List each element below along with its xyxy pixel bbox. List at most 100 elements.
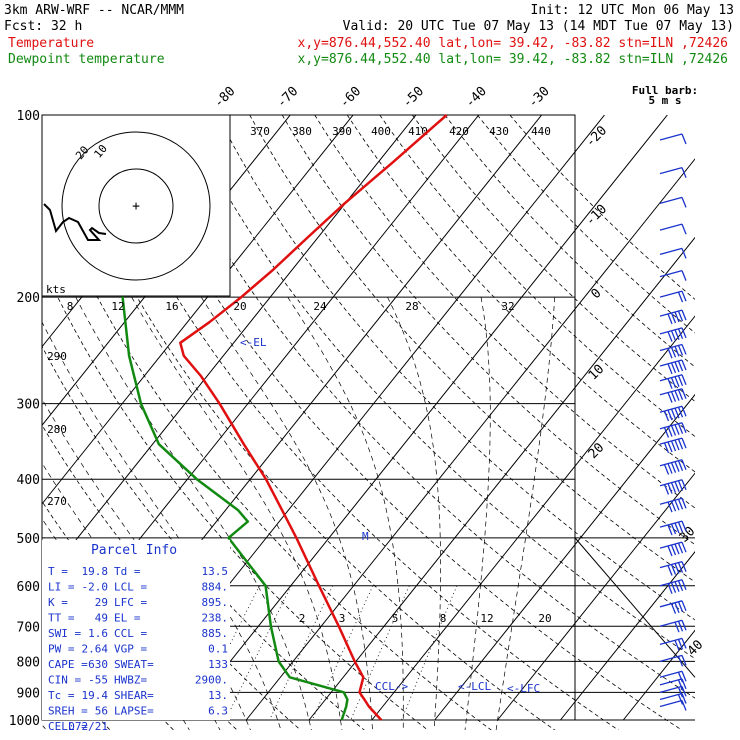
legend-temperature-location: x,y=876.44,552.40 lat,lon= 39.42, -83.82… (298, 36, 728, 51)
dry-adiabat-line (54, 115, 556, 730)
wind-barb (659, 290, 687, 303)
parcel-info-value: 072/21 (68, 720, 108, 733)
mixing-ratio-label: 20 (538, 612, 551, 625)
theta-label: 400 (371, 125, 391, 138)
wind-barb (659, 405, 687, 422)
mixing-ratio-line (225, 585, 292, 721)
wind-barb (659, 692, 687, 705)
isotherm-line (371, 315, 695, 721)
temperature-tick-label: -60 (337, 84, 364, 111)
parcel-info-key: LI = (48, 580, 75, 593)
isotherm-line (434, 393, 695, 721)
mixing-ratio-label: 5 (392, 612, 399, 625)
wind-barb (659, 196, 687, 208)
theta-label: 440 (531, 125, 551, 138)
theta-label: 390 (332, 125, 352, 138)
pressure-tick-label: 1000 (9, 714, 40, 729)
moist-adiabat-line (42, 321, 282, 730)
isotherm-line (42, 115, 417, 584)
parcel-info-value: -2.0 (82, 580, 109, 593)
isotherm-line (560, 551, 695, 721)
theta-label: 290 (47, 350, 67, 363)
temperature-tick-label: -80 (211, 84, 238, 111)
hodograph-units-label: kts (46, 283, 66, 296)
hodograph-scale-label: 32 (501, 300, 514, 313)
dry-adiabat-line (42, 345, 365, 730)
theta-label: 370 (250, 125, 270, 138)
temperature-tick-label: 0 (588, 286, 604, 302)
parcel-info-key: SHEAR= (114, 689, 154, 702)
moist-adiabat-line (131, 296, 343, 730)
pressure-tick-label: 300 (17, 398, 40, 413)
dry-adiabat-line (151, 115, 695, 699)
pressure-tick-label: 700 (17, 620, 40, 635)
parcel-info-value: 238. (202, 611, 229, 624)
isotherm-line (245, 158, 695, 721)
wind-barb (659, 678, 687, 691)
isotherm-line (308, 236, 695, 721)
parcel-level-marker: M (362, 530, 369, 543)
temperature-tick-label: 20 (586, 440, 608, 462)
parcel-info-value: 6.3 (208, 704, 228, 717)
wind-barb (659, 343, 687, 359)
wind-barb (659, 309, 687, 325)
temperature-profile-line (179, 114, 448, 721)
theta-label: 380 (292, 125, 312, 138)
dry-adiabat-line (42, 724, 47, 730)
parcel-level-marker: CCL-> (375, 680, 408, 693)
theta-label: 430 (489, 125, 509, 138)
parcel-info-key: LCL = (114, 580, 147, 593)
parcel-level-marker: <-LCL (458, 680, 491, 693)
parcel-info-value: 1.6 (88, 627, 108, 640)
isotherm-line (182, 115, 668, 721)
parcel-info-key: EL = (114, 611, 141, 624)
temperature-tick-label: -50 (400, 84, 427, 111)
parcel-info-key: TT = (48, 611, 75, 624)
moist-adiabat-line (200, 296, 373, 730)
wind-barb (659, 654, 687, 667)
dry-adiabat-line (184, 115, 695, 660)
dewpoint-profile-line (121, 114, 349, 721)
wind-barb (659, 327, 687, 342)
parcel-info-value: -55 (88, 673, 108, 686)
temperature-tick-label: -10 (583, 202, 610, 229)
wind-barb (659, 600, 687, 614)
barb-legend-units: 5 m s (648, 94, 681, 107)
temperature-tick-label: -30 (526, 84, 553, 111)
parcel-info-key: SREH = (48, 704, 88, 717)
hodograph-scale-label: 16 (165, 300, 178, 313)
parcel-info-key: CIN = (48, 673, 81, 686)
wind-barb (659, 223, 687, 235)
wind-barb (659, 247, 687, 259)
theta-label: 280 (47, 423, 67, 436)
diagram-edge-line (574, 537, 696, 678)
mixing-ratio-label: 8 (440, 612, 447, 625)
moist-adiabat-line (464, 297, 491, 730)
mixing-ratio-label: 2 (299, 612, 306, 625)
temperature-tick-label: 40 (685, 637, 707, 659)
forecast-hour: Fcst: 32 h (4, 19, 82, 34)
wind-barb (659, 579, 687, 594)
parcel-info-value: 884. (202, 580, 229, 593)
pressure-tick-label: 200 (17, 291, 40, 306)
wind-barb (659, 520, 687, 536)
parcel-info-value: 13.5 (202, 565, 229, 578)
dry-adiabat-line (314, 115, 695, 509)
wind-barb (659, 479, 687, 495)
parcel-info-value: 29 (95, 596, 108, 609)
theta-label: 410 (408, 125, 428, 138)
pressure-tick-label: 900 (17, 686, 40, 701)
isotherm-line (497, 472, 695, 721)
parcel-info-key: PW = (48, 642, 75, 655)
parcel-info-value: 2.64 (82, 642, 109, 655)
parcel-info-key: Td = (114, 565, 141, 578)
hodograph-ring (98, 168, 174, 244)
parcel-info-key: LFC = (114, 596, 147, 609)
hodograph-scale-label: 8 (67, 300, 74, 313)
parcel-info-value: 2900. (195, 673, 228, 686)
parcel-info-value: 56 (95, 704, 108, 717)
moist-adiabat-line (387, 296, 441, 730)
valid-time: Valid: 20 UTC Tue 07 May 13 (14 MDT Tue … (343, 19, 734, 34)
model-title: 3km ARW-WRF -- NCAR/MMM (4, 3, 184, 18)
